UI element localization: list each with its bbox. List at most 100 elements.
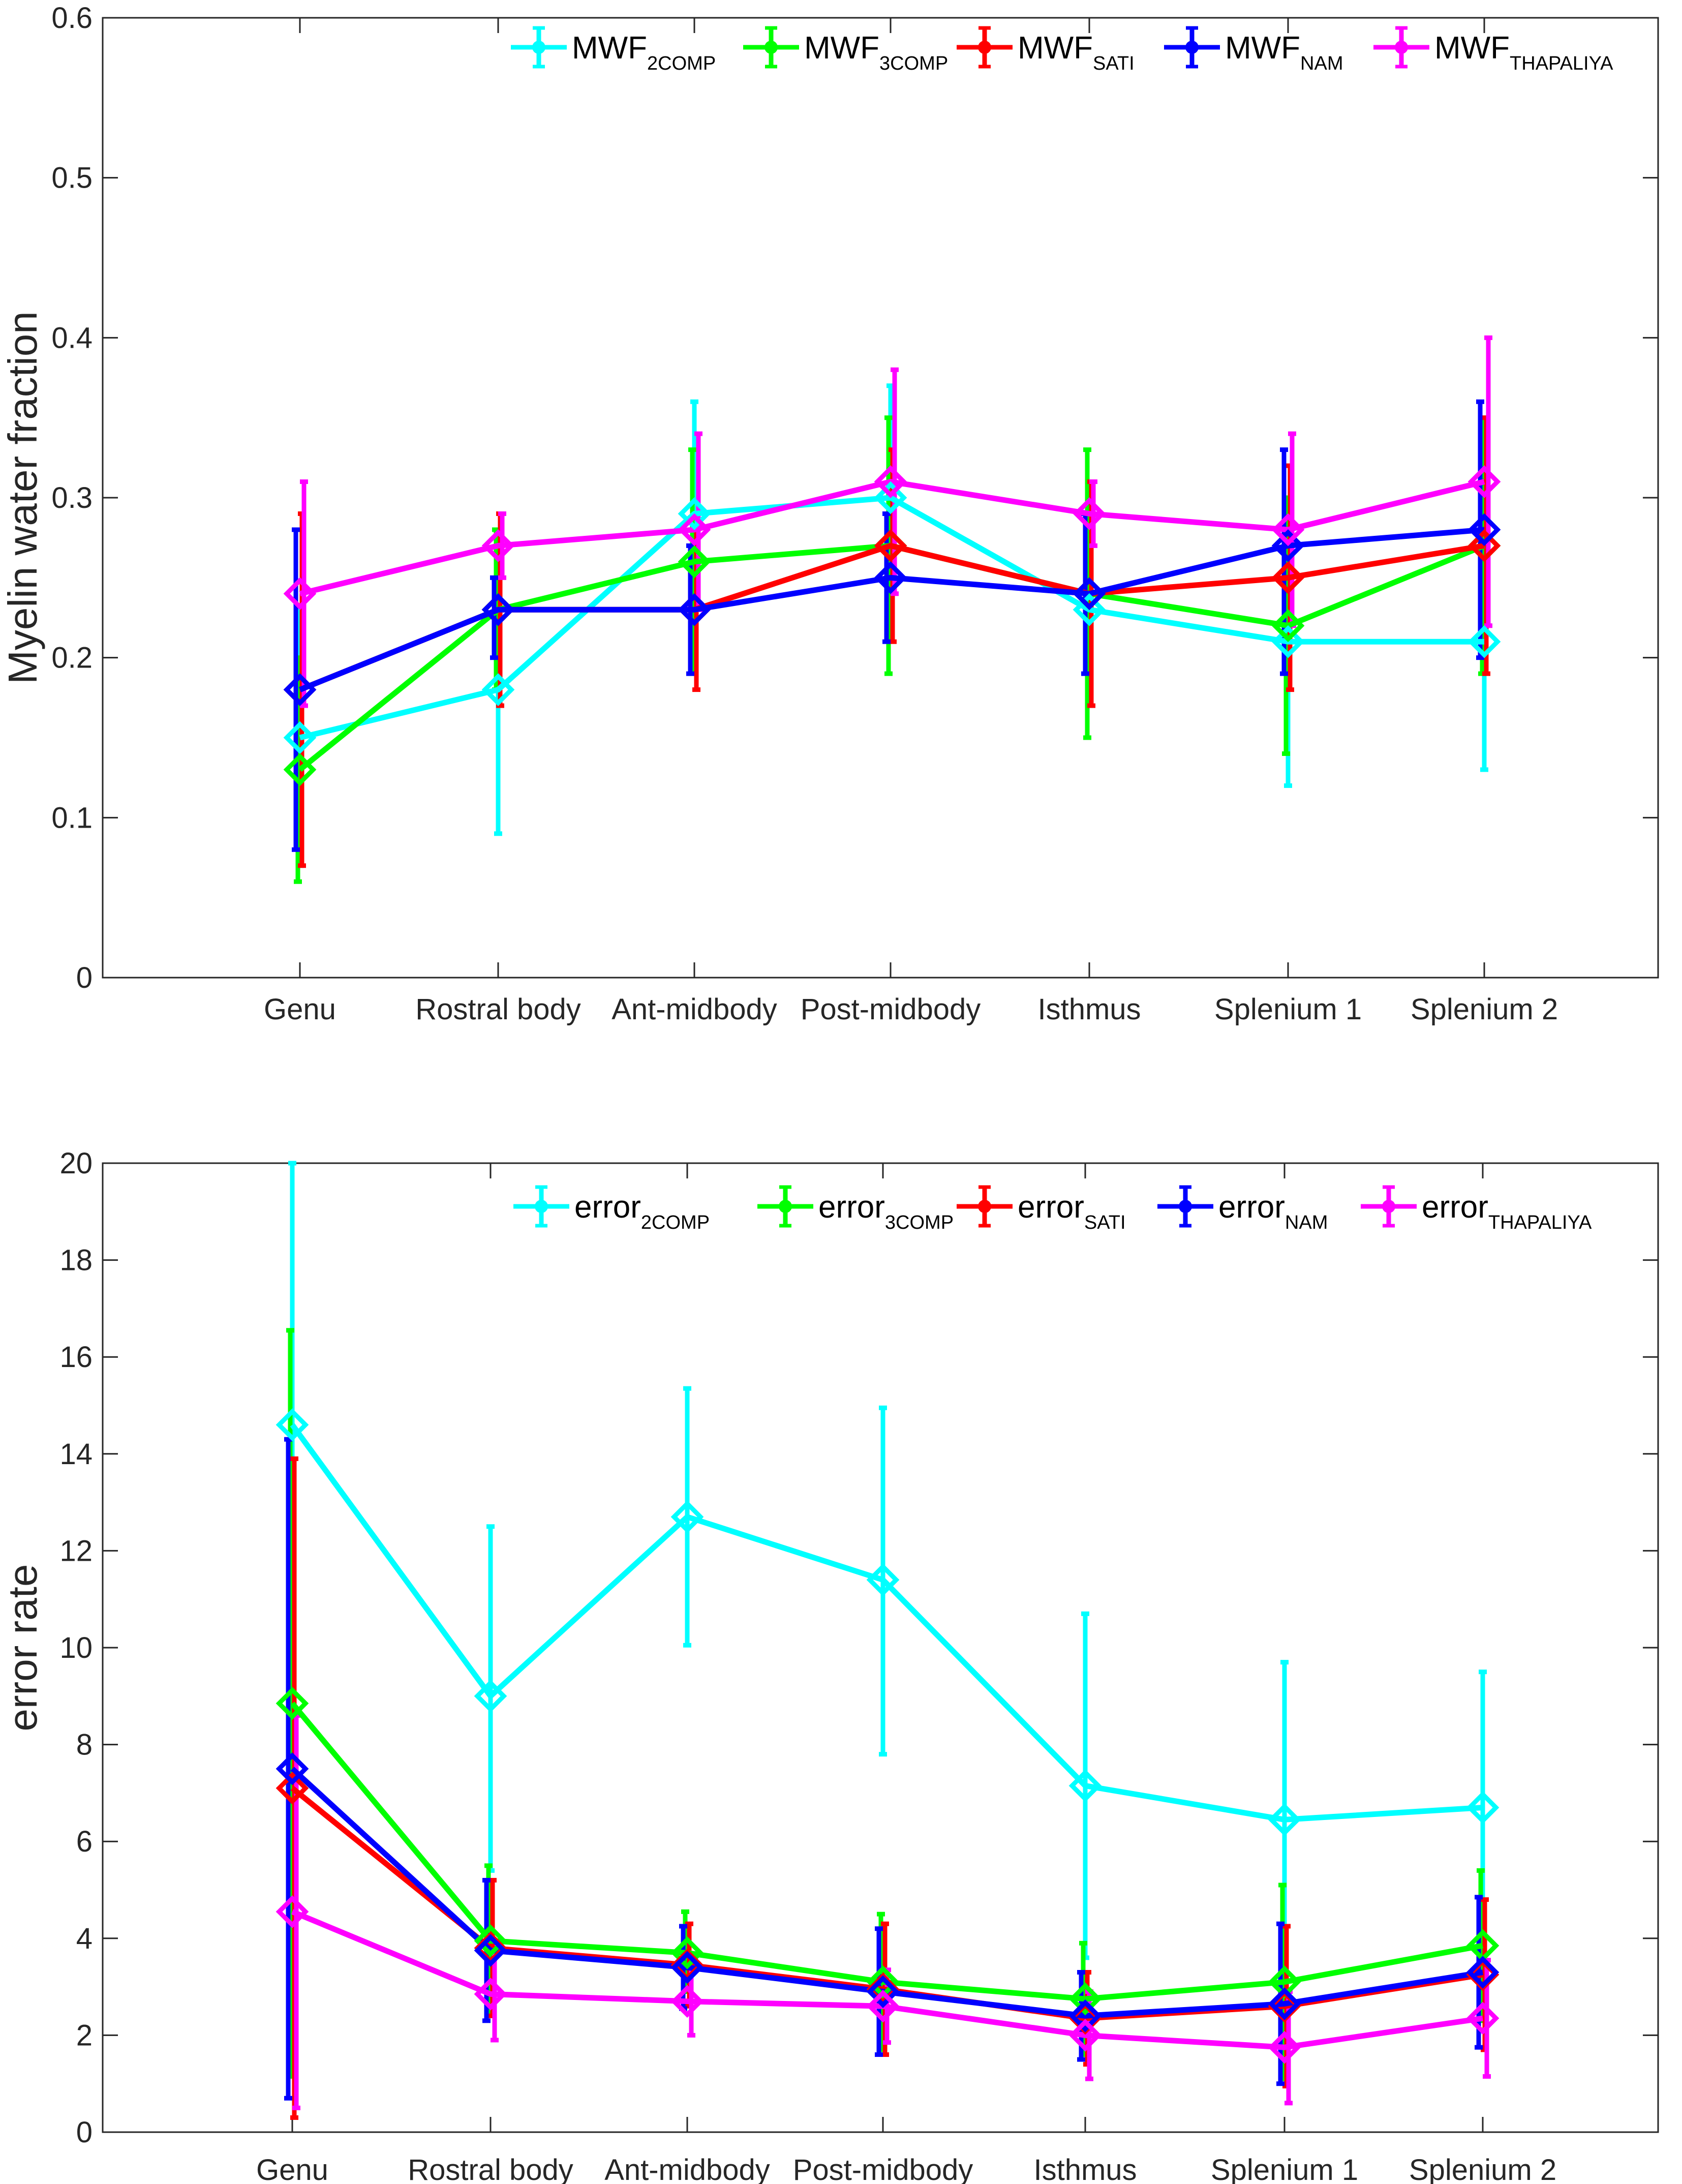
legend-subscript: SATI [1093,53,1135,74]
data-point-marker [474,1679,507,1713]
data-point-marker [1068,2019,1102,2052]
error-markers-thapaliya [276,1895,1500,2064]
data-point-marker [1466,2001,1500,2035]
legend-marker [532,41,545,54]
data-point-marker [874,529,907,562]
mwf-ytick-label: 0.4 [51,321,93,354]
data-point-marker [1073,497,1106,530]
error-line-3comp [290,1702,1483,2002]
mwf-ytick-label: 0.6 [51,2,93,35]
legend-subscript: NAM [1285,1212,1328,1233]
data-point-marker [1467,513,1501,547]
legend-label: error2COMP [574,1190,710,1233]
data-point-marker [670,1500,704,1534]
data-point-marker [481,673,515,706]
legend-subscript: NAM [1300,53,1343,74]
legend-marker [1382,1200,1395,1213]
data-point-marker [283,721,317,754]
data-point-marker [1271,513,1305,547]
data-point-marker [481,593,515,626]
error-ytick-label: 6 [76,1825,93,1858]
error-ytick-label: 18 [59,1244,93,1277]
error-legend: error2COMP error3COMP errorSATI errorNAM err… [513,1185,1592,1233]
error-ytick-label: 10 [59,1631,93,1664]
legend-marker [978,41,991,54]
data-point-marker [874,465,907,498]
data-point-marker [283,673,317,706]
data-point-marker [1271,529,1305,562]
mwf-xtick-label: Splenium 2 [1411,993,1558,1026]
data-point-marker [866,1563,900,1596]
error-xtick-label: Genu [256,2153,328,2184]
data-point-marker [670,1985,704,2018]
legend-label: MWFTHAPALIYA [1434,31,1613,74]
data-point-marker [474,1934,507,1967]
legend-label: errorNAM [1218,1190,1328,1233]
error-ytick-label: 14 [59,1438,93,1471]
data-point-marker [1271,625,1305,658]
legend-subscript: 2COMP [641,1212,710,1233]
mwf-ytick-label: 0.1 [51,801,93,834]
error-series [276,1161,1500,2120]
data-point-marker [866,1975,900,2008]
data-point-marker [283,577,317,611]
data-point-marker [1073,577,1106,611]
mwf-chart: 0 0.1 0.2 0.3 0.4 0.5 0.6 Genu Rostral body Ant-… [0,2,1659,1026]
data-point-marker [1271,561,1305,594]
error-legend-item-thapaliya: errorTHAPALIYA [1361,1185,1592,1233]
mwf-xtick-label: Rostral body [415,993,581,1026]
error-x-ticks: Genu Rostral body Ant-midbody Post-midbody I… [256,1163,1556,2184]
error-ytick-label: 0 [76,2116,93,2149]
legend-marker [779,1200,792,1213]
error-xtick-label: Rostral body [408,2153,573,2184]
error-ytick-label: 12 [59,1534,93,1567]
data-point-marker [1467,529,1501,562]
legend-label: MWFSATI [1018,31,1135,74]
data-point-marker [678,593,711,626]
data-point-marker [1466,1956,1500,1989]
mwf-y-ticks: 0 0.1 0.2 0.3 0.4 0.5 0.6 [51,2,1658,994]
legend-marker [764,41,778,54]
legend-subscript: THAPALIYA [1488,1212,1592,1233]
mwf-y-axis-label: Myelin water fraction [0,311,45,684]
error-y-axis-label: error rate [0,1564,45,1732]
data-point-marker [276,1772,309,1805]
data-point-marker [678,497,711,530]
error-ytick-label: 8 [76,1728,93,1762]
data-point-marker [874,481,907,514]
mwf-markers-thapaliya [283,465,1501,611]
error-xtick-label: Isthmus [1033,2153,1137,2184]
legend-subscript: SATI [1084,1212,1126,1233]
error-line-2comp [290,1423,1483,1823]
error-chart: 0 2 4 6 8 10 12 14 16 18 20 Genu Rostral body Ant-mi… [0,1147,1659,2184]
error-xtick-label: Splenium 2 [1409,2153,1556,2184]
legend-label: errorSATI [1018,1190,1126,1233]
mwf-legend: MWF2COMP MWF3COMP MWFSATI MWFNAM MWFTHAPALIY… [511,26,1613,74]
data-point-marker [1068,1982,1102,2016]
data-point-marker [1268,2030,1301,2064]
legend-marker [1185,41,1199,54]
data-point-marker [678,545,711,579]
error-y-ticks: 0 2 4 6 8 10 12 14 16 18 20 [59,1147,1658,2149]
data-point-marker [678,513,711,547]
legend-label: errorTHAPALIYA [1422,1190,1592,1233]
error-legend-item-2comp: error2COMP [513,1185,710,1233]
error-ytick-label: 20 [59,1147,93,1180]
data-point-marker [283,753,317,786]
legend-marker [1179,1200,1192,1213]
data-point-marker [474,1924,507,1957]
data-point-marker [1068,1999,1102,2033]
error-errorbars-sati [290,1456,1489,2120]
legend-label: MWF3COMP [804,31,948,74]
data-point-marker [1068,1769,1102,1802]
mwf-legend-item-3comp: MWF3COMP [743,26,948,74]
mwf-ytick-label: 0.5 [51,162,93,195]
legend-subscript: 2COMP [647,53,716,74]
legend-label: MWF2COMP [572,31,716,74]
error-markers-nam [276,1752,1500,2033]
error-errorbars-thapaliya [292,1713,1491,2110]
data-point-marker [1268,1987,1301,2020]
error-markers-2comp [276,1408,1500,1836]
data-point-marker [481,529,515,562]
error-legend-item-nam: errorNAM [1157,1185,1328,1233]
